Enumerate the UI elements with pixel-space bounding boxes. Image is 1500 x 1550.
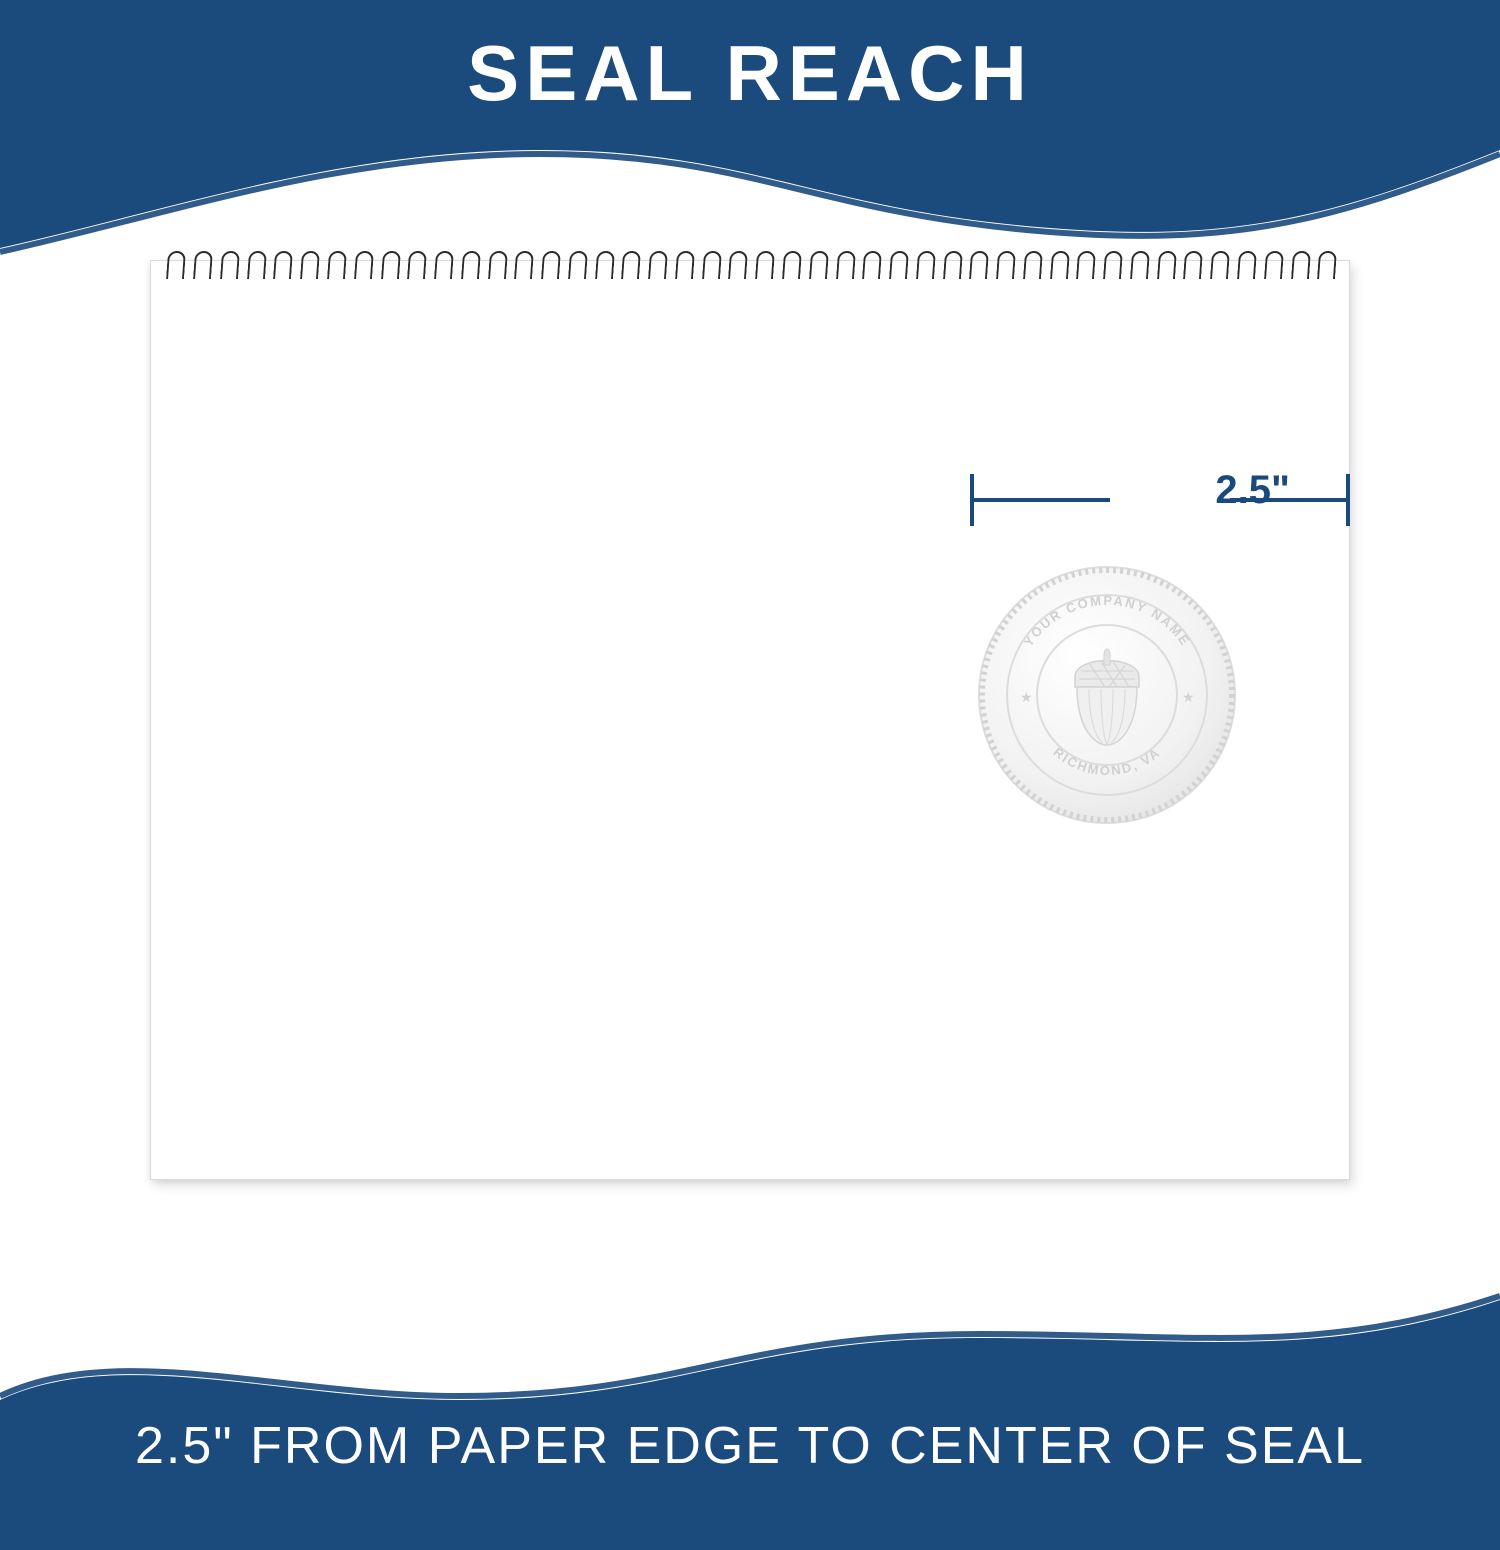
svg-text:★: ★: [1020, 689, 1033, 705]
svg-text:★: ★: [1182, 689, 1195, 705]
measurement-label: 2.5": [1215, 468, 1290, 513]
measurement-bracket: [970, 470, 1350, 530]
footer-subtitle: 2.5" FROM PAPER EDGE TO CENTER OF SEAL: [0, 1416, 1500, 1476]
embossed-seal: YOUR COMPANY NAME RICHMOND, VA ★ ★: [972, 560, 1242, 830]
page-title: SEAL REACH: [0, 28, 1500, 119]
